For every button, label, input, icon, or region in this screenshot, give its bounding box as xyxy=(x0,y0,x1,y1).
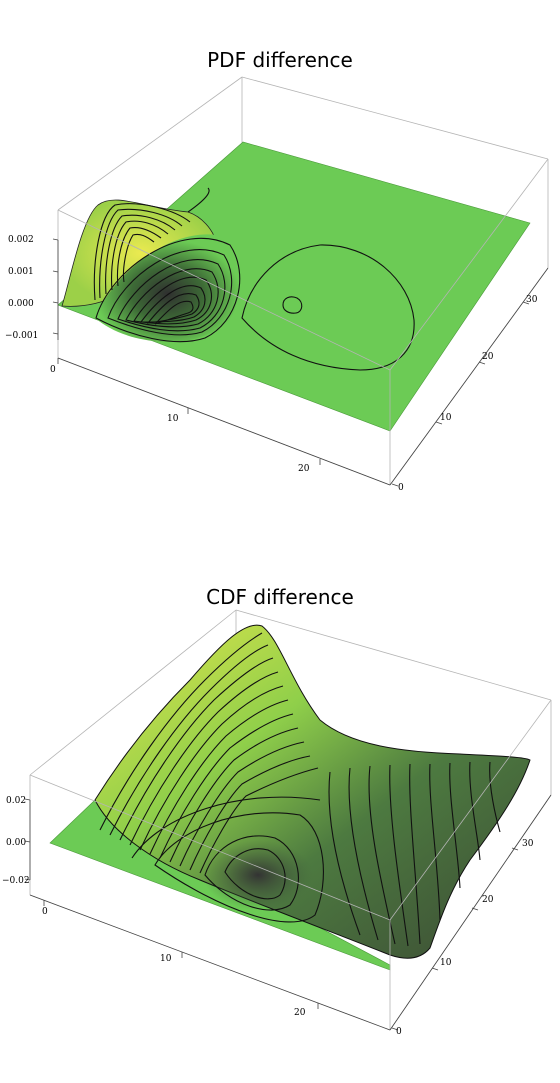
pdf-difference-chart: 0.002 0.001 0.000 −0.001 0 10 20 0 10 20… xyxy=(5,76,549,493)
pdf-x-axis: 0 10 20 xyxy=(50,357,391,486)
pdf-contours-peak xyxy=(93,187,210,301)
cdf-surface-trough xyxy=(203,840,313,910)
cdf-x-tick-label: 10 xyxy=(160,954,172,964)
cdf-x-axis: 0 10 20 xyxy=(29,894,391,1031)
cdf-box-back xyxy=(29,609,552,895)
cdf-y-axis: 0 10 20 30 xyxy=(389,794,552,1037)
pdf-z-tick-label: 0.002 xyxy=(8,235,34,245)
pdf-y-tick-label: 30 xyxy=(526,295,538,305)
cdf-y-tick-label: 30 xyxy=(522,839,534,849)
pdf-y-tick-label: 0 xyxy=(398,483,404,493)
pdf-z-axis: 0.002 0.001 0.000 −0.001 xyxy=(5,235,59,341)
pdf-z-tick-label: 0.001 xyxy=(8,267,34,277)
pdf-contours-bump xyxy=(241,244,415,371)
cdf-contours-right xyxy=(328,761,501,947)
cdf-x-tick-label: 0 xyxy=(42,907,48,917)
pdf-x-tick-label: 10 xyxy=(167,414,179,424)
cdf-y-tick-label: 0 xyxy=(396,1027,402,1037)
cdf-x-tick-label: 20 xyxy=(294,1008,306,1018)
pdf-y-tick-label: 20 xyxy=(482,352,494,362)
pdf-chart-title: PDF difference xyxy=(207,48,353,72)
cdf-z-axis: 0.02 0.00 −0.02 xyxy=(2,796,31,886)
cdf-z-tick-label: −0.02 xyxy=(2,876,30,886)
pdf-y-tick-label: 10 xyxy=(440,413,452,423)
cdf-z-tick-label: 0.00 xyxy=(6,838,26,848)
cdf-contours-ridge xyxy=(99,632,319,874)
pdf-z-tick-label: 0.000 xyxy=(8,299,34,309)
pdf-z-tick-label: −0.001 xyxy=(5,331,38,341)
pdf-contours-trough xyxy=(95,237,241,343)
cdf-y-tick-label: 10 xyxy=(440,958,452,968)
pdf-y-axis: 0 10 20 30 xyxy=(389,267,549,493)
cdf-box-front xyxy=(29,699,552,1031)
cdf-y-tick-label: 20 xyxy=(482,895,494,905)
cdf-z-tick-label: 0.02 xyxy=(6,796,26,806)
pdf-x-tick-label: 0 xyxy=(50,365,56,375)
cdf-surface-flat xyxy=(49,799,391,971)
cdf-surface-main xyxy=(94,624,531,959)
cdf-chart-title: CDF difference xyxy=(206,585,354,609)
cdf-contours-trough xyxy=(131,796,324,923)
pdf-x-tick-label: 20 xyxy=(298,464,310,474)
